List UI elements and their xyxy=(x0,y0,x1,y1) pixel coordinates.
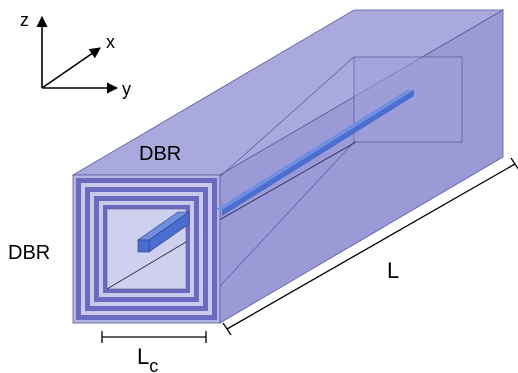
waveguide-bar-far xyxy=(215,90,414,210)
cavity-box xyxy=(71,9,505,324)
x-axis-arrow xyxy=(41,47,101,89)
z-axis-label: z xyxy=(20,10,29,30)
dbr-label-top: DBR xyxy=(139,143,181,165)
coordinate-axes: z x y xyxy=(20,10,131,99)
core-width-label-main: L xyxy=(137,344,149,369)
waveguide-end-face xyxy=(137,239,150,253)
dbr-label-left: DBR xyxy=(8,242,50,264)
core-width-dimension: Lc xyxy=(101,331,207,373)
y-axis-label: y xyxy=(122,79,131,99)
core-width-label-sub: c xyxy=(149,356,158,373)
length-label: L xyxy=(387,258,399,283)
x-axis-label: x xyxy=(106,32,115,52)
waveguide-bar-side xyxy=(222,90,414,216)
core-width-label: Lc xyxy=(137,344,158,373)
inner-edge-top xyxy=(206,56,355,189)
length-tick-end xyxy=(510,157,518,170)
length-line xyxy=(226,163,516,330)
core-axis-line xyxy=(106,241,187,290)
inner-edge-bottom xyxy=(206,141,355,301)
length-tick-start xyxy=(222,322,232,336)
